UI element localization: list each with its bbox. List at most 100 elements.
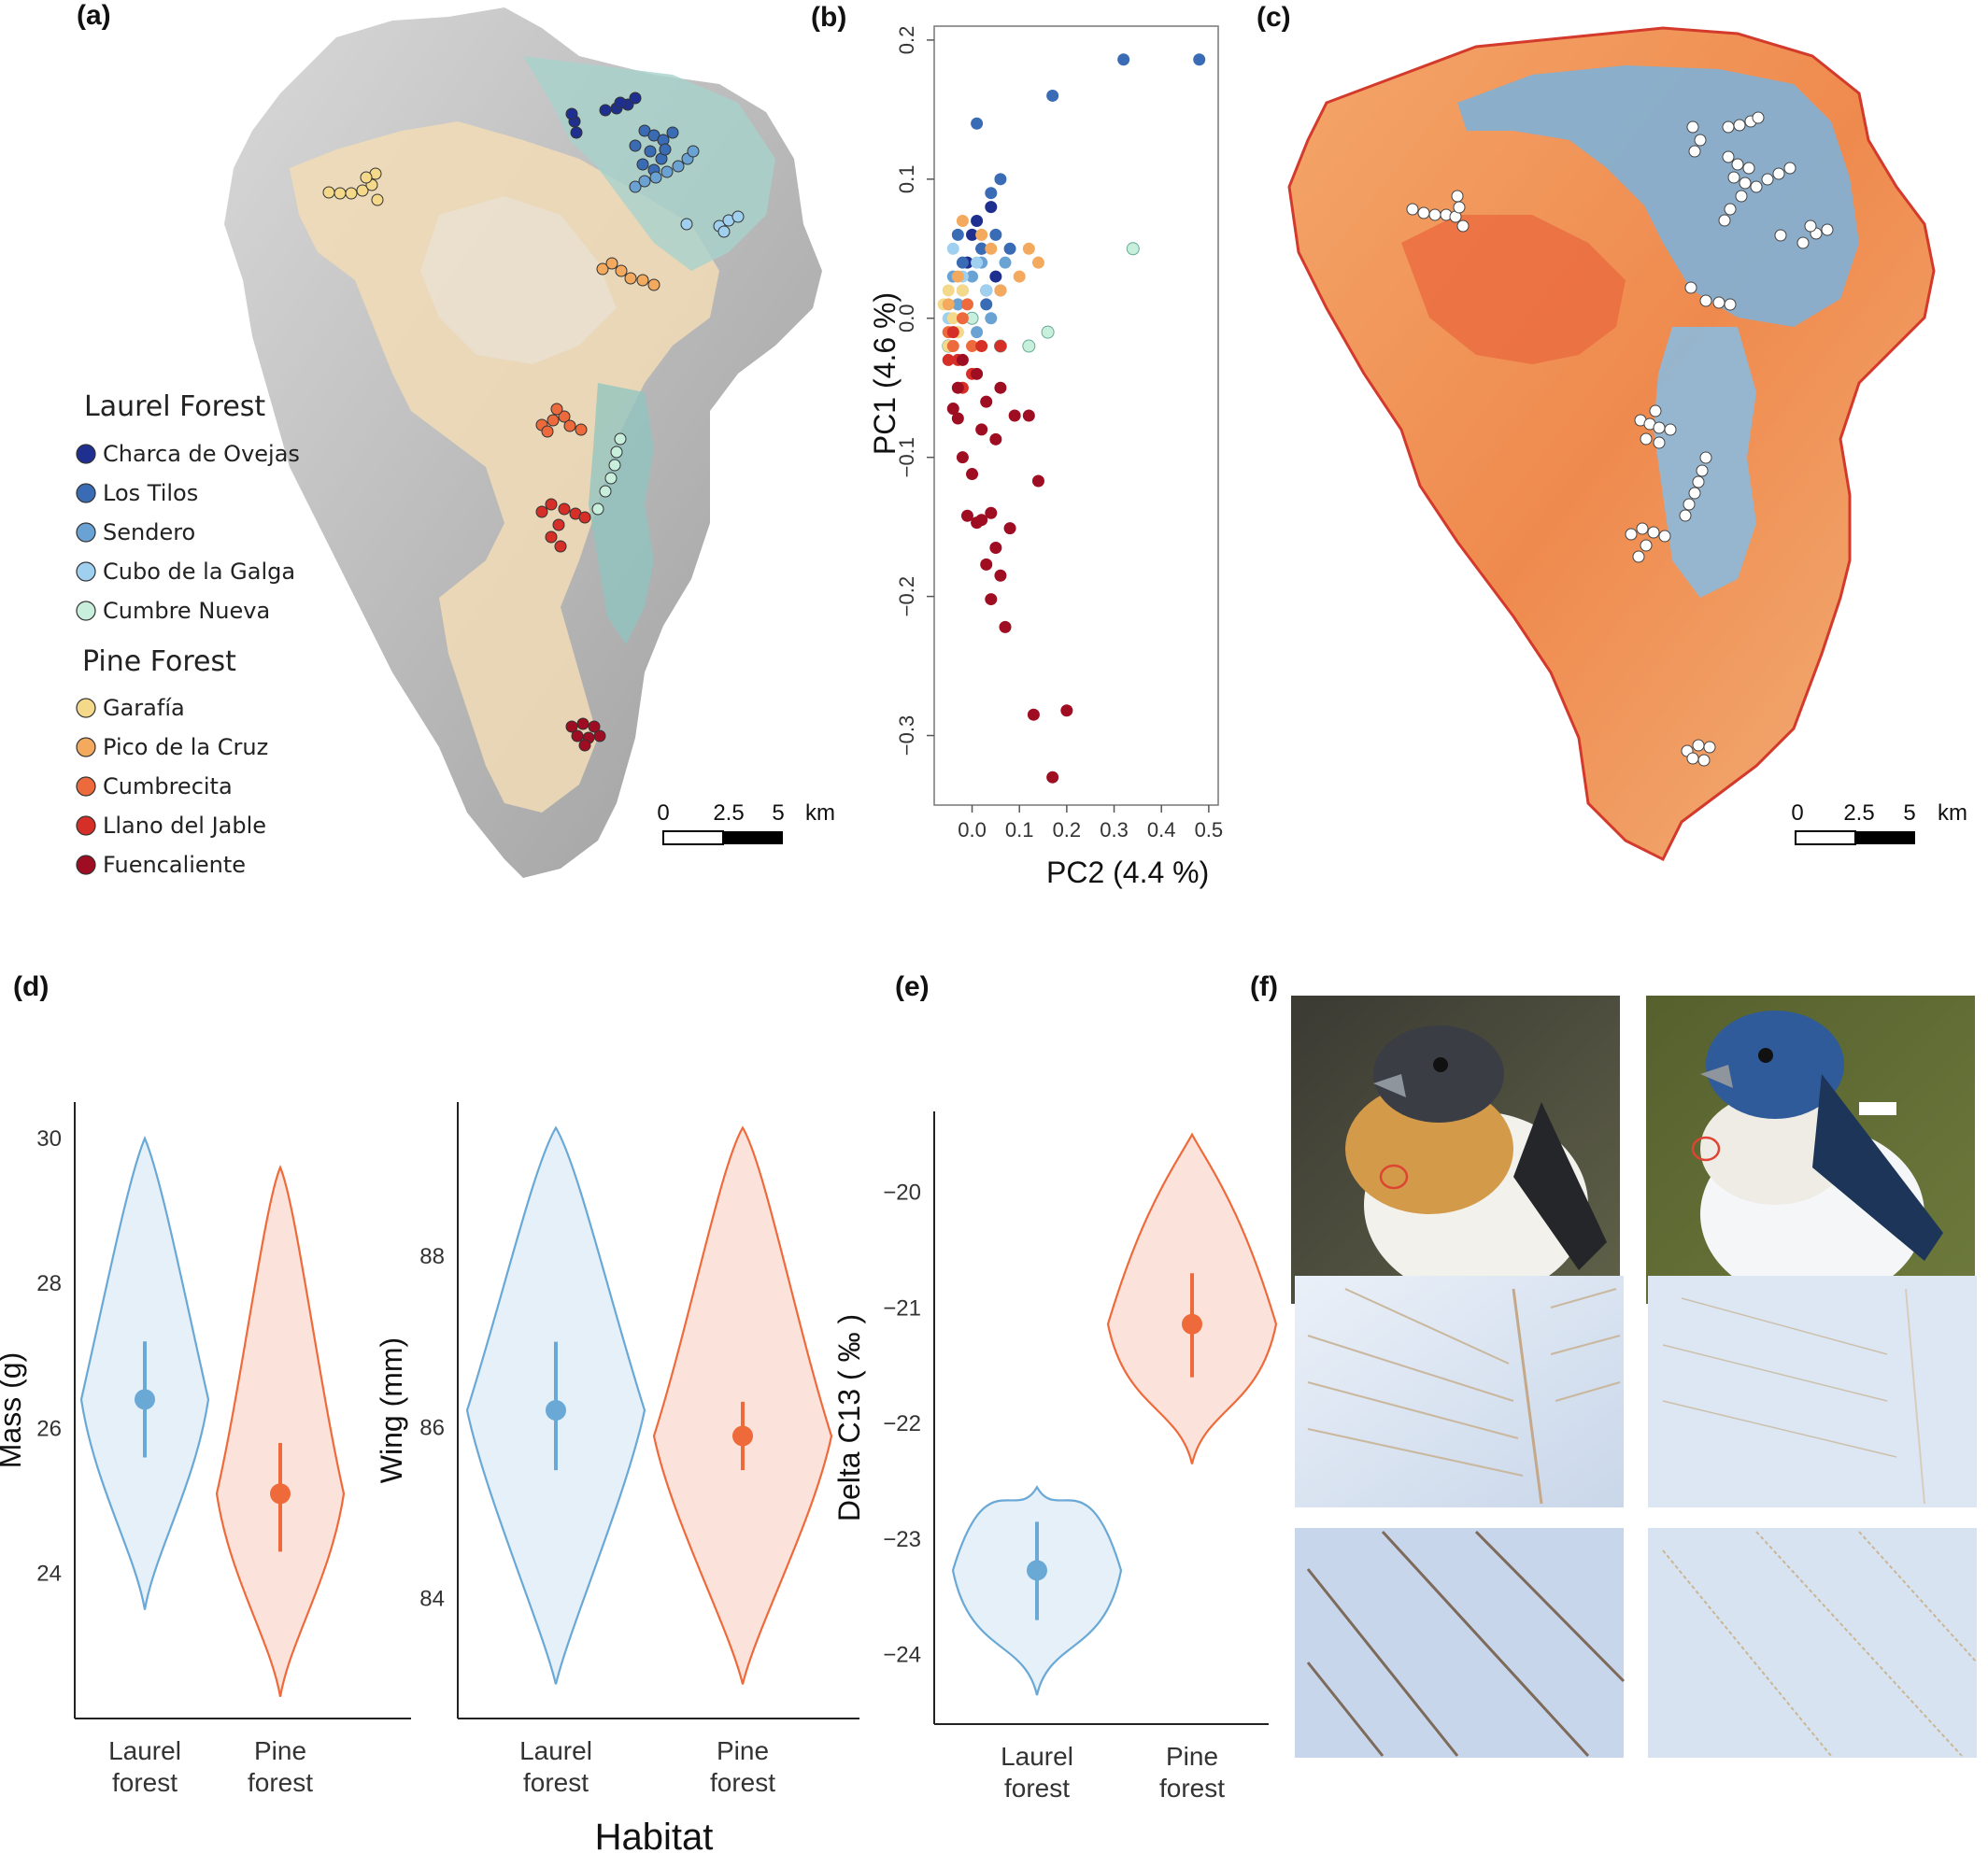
violin-chart-wing: 84 86 88 Wing (mm) Laurel forest Pine forest [375, 1102, 859, 1797]
scatter-point [951, 270, 964, 283]
photo-feather-pine-2 [1648, 1528, 1978, 1758]
scatter-point [980, 395, 993, 408]
scatter-point [956, 353, 969, 366]
violin-mean-point [1182, 1313, 1202, 1335]
y-axis-label: Wing (mm) [375, 1337, 408, 1483]
legend-label: Los Tilos [103, 480, 198, 506]
legend-pine-items: Garafía Pico de la Cruz Cumbrecita Llano de… [76, 695, 268, 878]
category-label: Laurel [1001, 1742, 1073, 1771]
scale-a-unit: km [805, 800, 835, 826]
scatter-y-ticks: 0.2 0.1 0.0 −0.1 −0.2 −0.3 [895, 26, 934, 756]
x-tick-label: 0.1 [1005, 818, 1034, 842]
y-tick-label: 86 [419, 1415, 445, 1440]
category-label: Pine [717, 1736, 769, 1765]
cluster-los-tilos [629, 124, 679, 177]
cluster-cumbre-nueva [591, 432, 627, 516]
photo-feather-laurel-1 [1295, 1276, 1624, 1507]
category-label: forest [1159, 1774, 1225, 1803]
y-tick-label: −23 [883, 1527, 921, 1552]
heatmap-sample-points [1406, 111, 1834, 767]
scatter-point [966, 468, 979, 481]
scatter-point [951, 298, 964, 311]
scatter-point [980, 284, 993, 297]
legend-laurel-items: Charca de Ovejas Los Tilos Sendero Cubo de … [76, 441, 300, 624]
scatter-point [975, 340, 988, 353]
legend-swatch [76, 737, 96, 757]
scatter-point [1126, 242, 1140, 256]
heatmap-cool-zone-north [1457, 65, 1859, 327]
scatter-x-ticks: 0.0 0.1 0.2 0.3 0.4 0.5 [958, 805, 1223, 842]
scatter-point [985, 593, 998, 606]
scatter-point [956, 312, 969, 325]
scatter-point [985, 506, 998, 519]
y-tick-label: 30 [36, 1126, 62, 1152]
legend-title-pine: Pine Forest [82, 645, 236, 678]
scatter-point [985, 242, 998, 255]
violin-chart-mass: 24 26 28 30 Mass (g) Laurel forest Pine forest [0, 1102, 411, 1797]
panel-label-b: (b) [811, 2, 847, 33]
y-tick-label: 28 [36, 1271, 62, 1296]
scatter-point [1022, 339, 1036, 353]
scatter-point [975, 423, 988, 436]
y-tick-label: −0.2 [895, 576, 918, 616]
violin-shape [215, 1165, 346, 1697]
violin-chart-c13: −20 −21 −22 −23 −24 Delta C13 ( ‰ ) Laurel fore… [832, 1111, 1278, 1803]
legend-swatch [76, 855, 96, 875]
legend-swatch [76, 444, 96, 464]
scatter-point [1193, 53, 1206, 66]
photo-feather-pine-1 [1648, 1276, 1977, 1507]
map-sample-points [322, 92, 745, 752]
y-axis-label: Delta C13 ( ‰ ) [832, 1314, 866, 1521]
scatter-points [937, 53, 1206, 784]
legend-swatch [76, 522, 96, 543]
photo-bird-pine [1646, 996, 1975, 1304]
cluster-llano [535, 498, 591, 553]
scatter-point [980, 558, 993, 571]
scatter-point [971, 367, 984, 380]
habitat-x-label: Habitat [595, 1817, 714, 1853]
scale-a-5: 5 [772, 800, 784, 826]
scatter-point [960, 298, 973, 311]
category-label: Pine [254, 1736, 306, 1765]
legend-label: Sendero [103, 519, 195, 545]
violin-mean-point [546, 1400, 566, 1421]
scatter-point [975, 228, 988, 241]
cluster-cubo [680, 210, 745, 238]
panel-label-d: (d) [13, 971, 50, 1002]
panel-label-c: (c) [1257, 2, 1291, 33]
legend-label: Charca de Ovejas [103, 441, 300, 467]
scatter-point [1022, 242, 1035, 255]
scatter-point [956, 451, 969, 464]
x-tick-label: 0.5 [1195, 818, 1224, 842]
map-legend: Laurel Forest Pine Forest Charca de Ovej… [76, 390, 300, 878]
y-tick-label: −0.1 [895, 437, 918, 477]
y-tick-label: 0.0 [895, 304, 918, 332]
legend-swatch [76, 815, 96, 836]
violin-mean-point [270, 1483, 291, 1505]
laurel-forest-zone-north [523, 56, 775, 271]
scatter-point [1041, 325, 1055, 339]
violin-mean-point [732, 1425, 753, 1447]
cluster-charca [565, 92, 642, 139]
scatter-point [946, 340, 959, 353]
legend-title-laurel: Laurel Forest [84, 390, 265, 423]
category-label: forest [112, 1768, 178, 1797]
y-axis-label: Mass (g) [0, 1352, 27, 1468]
scatter-point [966, 270, 979, 283]
scatter-point [994, 173, 1007, 186]
scale-a-0: 0 [657, 800, 669, 826]
scatter-point [985, 187, 998, 200]
scale-a-25: 2.5 [713, 800, 744, 826]
y-tick-label: 0.2 [895, 26, 918, 55]
scatter-point [989, 228, 1002, 241]
panel-label-e: (e) [895, 971, 930, 1002]
heatmap-panel-c [1287, 26, 1936, 862]
scatter-point [956, 284, 969, 297]
scatter-point [1117, 53, 1130, 66]
legend-label: Llano del Jable [103, 813, 266, 839]
scatter-point [942, 284, 955, 297]
scatter-point [1008, 409, 1021, 422]
scatter-point [956, 256, 969, 269]
y-tick-label: 88 [419, 1244, 445, 1269]
violin-mean-point [135, 1389, 155, 1410]
